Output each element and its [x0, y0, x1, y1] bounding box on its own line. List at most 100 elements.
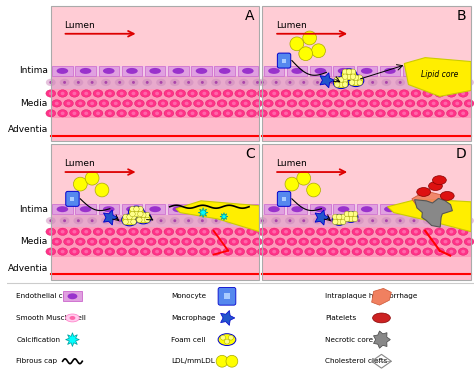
- Ellipse shape: [120, 92, 124, 95]
- Ellipse shape: [408, 102, 412, 105]
- Circle shape: [344, 219, 346, 222]
- Ellipse shape: [411, 109, 421, 117]
- Bar: [51, 215, 259, 227]
- Text: Lipid core: Lipid core: [421, 70, 458, 79]
- Ellipse shape: [202, 230, 206, 233]
- Ellipse shape: [411, 228, 421, 236]
- Ellipse shape: [82, 248, 91, 255]
- Bar: [449, 204, 470, 214]
- Ellipse shape: [66, 240, 71, 244]
- Ellipse shape: [269, 109, 279, 117]
- Ellipse shape: [317, 248, 327, 255]
- Ellipse shape: [305, 228, 315, 236]
- Ellipse shape: [115, 217, 125, 224]
- Ellipse shape: [423, 217, 433, 224]
- Ellipse shape: [391, 230, 394, 233]
- Circle shape: [95, 183, 109, 197]
- Polygon shape: [65, 333, 79, 347]
- Ellipse shape: [167, 112, 171, 115]
- Ellipse shape: [220, 102, 224, 105]
- Ellipse shape: [117, 228, 127, 236]
- Circle shape: [357, 80, 363, 86]
- Ellipse shape: [123, 100, 133, 107]
- Ellipse shape: [93, 90, 103, 97]
- Ellipse shape: [407, 68, 419, 74]
- Ellipse shape: [435, 109, 445, 117]
- Ellipse shape: [196, 68, 207, 74]
- Ellipse shape: [238, 250, 242, 253]
- Text: Lumen: Lumen: [276, 21, 307, 30]
- Ellipse shape: [281, 228, 291, 236]
- Bar: [282, 59, 286, 63]
- Ellipse shape: [250, 112, 254, 115]
- Ellipse shape: [317, 228, 327, 236]
- Ellipse shape: [220, 240, 224, 244]
- Ellipse shape: [211, 90, 221, 97]
- Ellipse shape: [437, 217, 447, 224]
- Bar: [51, 144, 259, 280]
- Ellipse shape: [414, 92, 418, 95]
- Circle shape: [131, 219, 136, 225]
- Ellipse shape: [417, 238, 427, 245]
- Bar: [263, 227, 471, 256]
- Ellipse shape: [423, 248, 433, 255]
- Ellipse shape: [432, 176, 447, 185]
- Ellipse shape: [343, 250, 347, 253]
- Ellipse shape: [131, 112, 136, 115]
- Bar: [356, 66, 377, 76]
- Circle shape: [337, 219, 342, 225]
- Circle shape: [357, 81, 360, 84]
- Bar: [51, 65, 259, 76]
- Ellipse shape: [417, 188, 430, 196]
- Ellipse shape: [241, 100, 251, 107]
- Ellipse shape: [146, 100, 156, 107]
- Ellipse shape: [430, 206, 442, 212]
- Ellipse shape: [373, 240, 376, 244]
- Ellipse shape: [340, 217, 350, 224]
- Ellipse shape: [46, 217, 56, 224]
- Ellipse shape: [328, 109, 338, 117]
- Circle shape: [130, 206, 135, 212]
- Ellipse shape: [370, 100, 380, 107]
- Circle shape: [137, 206, 143, 212]
- Ellipse shape: [73, 217, 83, 224]
- Ellipse shape: [393, 100, 403, 107]
- Circle shape: [371, 219, 374, 222]
- Ellipse shape: [123, 238, 133, 245]
- Ellipse shape: [126, 240, 129, 244]
- Ellipse shape: [305, 90, 315, 97]
- Ellipse shape: [399, 228, 409, 236]
- Ellipse shape: [214, 112, 218, 115]
- Ellipse shape: [152, 228, 162, 236]
- Ellipse shape: [61, 112, 64, 115]
- Circle shape: [371, 81, 374, 84]
- Ellipse shape: [108, 112, 112, 115]
- Circle shape: [338, 77, 344, 82]
- Ellipse shape: [352, 228, 362, 236]
- Ellipse shape: [191, 230, 194, 233]
- Circle shape: [215, 219, 218, 222]
- Ellipse shape: [200, 228, 209, 236]
- Ellipse shape: [128, 217, 138, 224]
- Circle shape: [187, 81, 190, 84]
- Ellipse shape: [185, 240, 189, 244]
- Ellipse shape: [379, 230, 383, 233]
- Ellipse shape: [182, 100, 191, 107]
- Circle shape: [338, 82, 344, 87]
- Circle shape: [330, 219, 333, 222]
- Ellipse shape: [253, 217, 263, 224]
- Ellipse shape: [407, 206, 419, 212]
- Ellipse shape: [55, 240, 59, 244]
- Ellipse shape: [179, 250, 182, 253]
- Ellipse shape: [290, 240, 294, 244]
- Ellipse shape: [464, 238, 474, 245]
- Ellipse shape: [158, 100, 168, 107]
- Ellipse shape: [229, 238, 239, 245]
- Circle shape: [340, 219, 346, 225]
- Ellipse shape: [52, 238, 62, 245]
- Ellipse shape: [327, 217, 336, 224]
- Ellipse shape: [355, 112, 359, 115]
- Ellipse shape: [281, 90, 291, 97]
- Text: Foam cell: Foam cell: [171, 337, 205, 343]
- Ellipse shape: [155, 112, 159, 115]
